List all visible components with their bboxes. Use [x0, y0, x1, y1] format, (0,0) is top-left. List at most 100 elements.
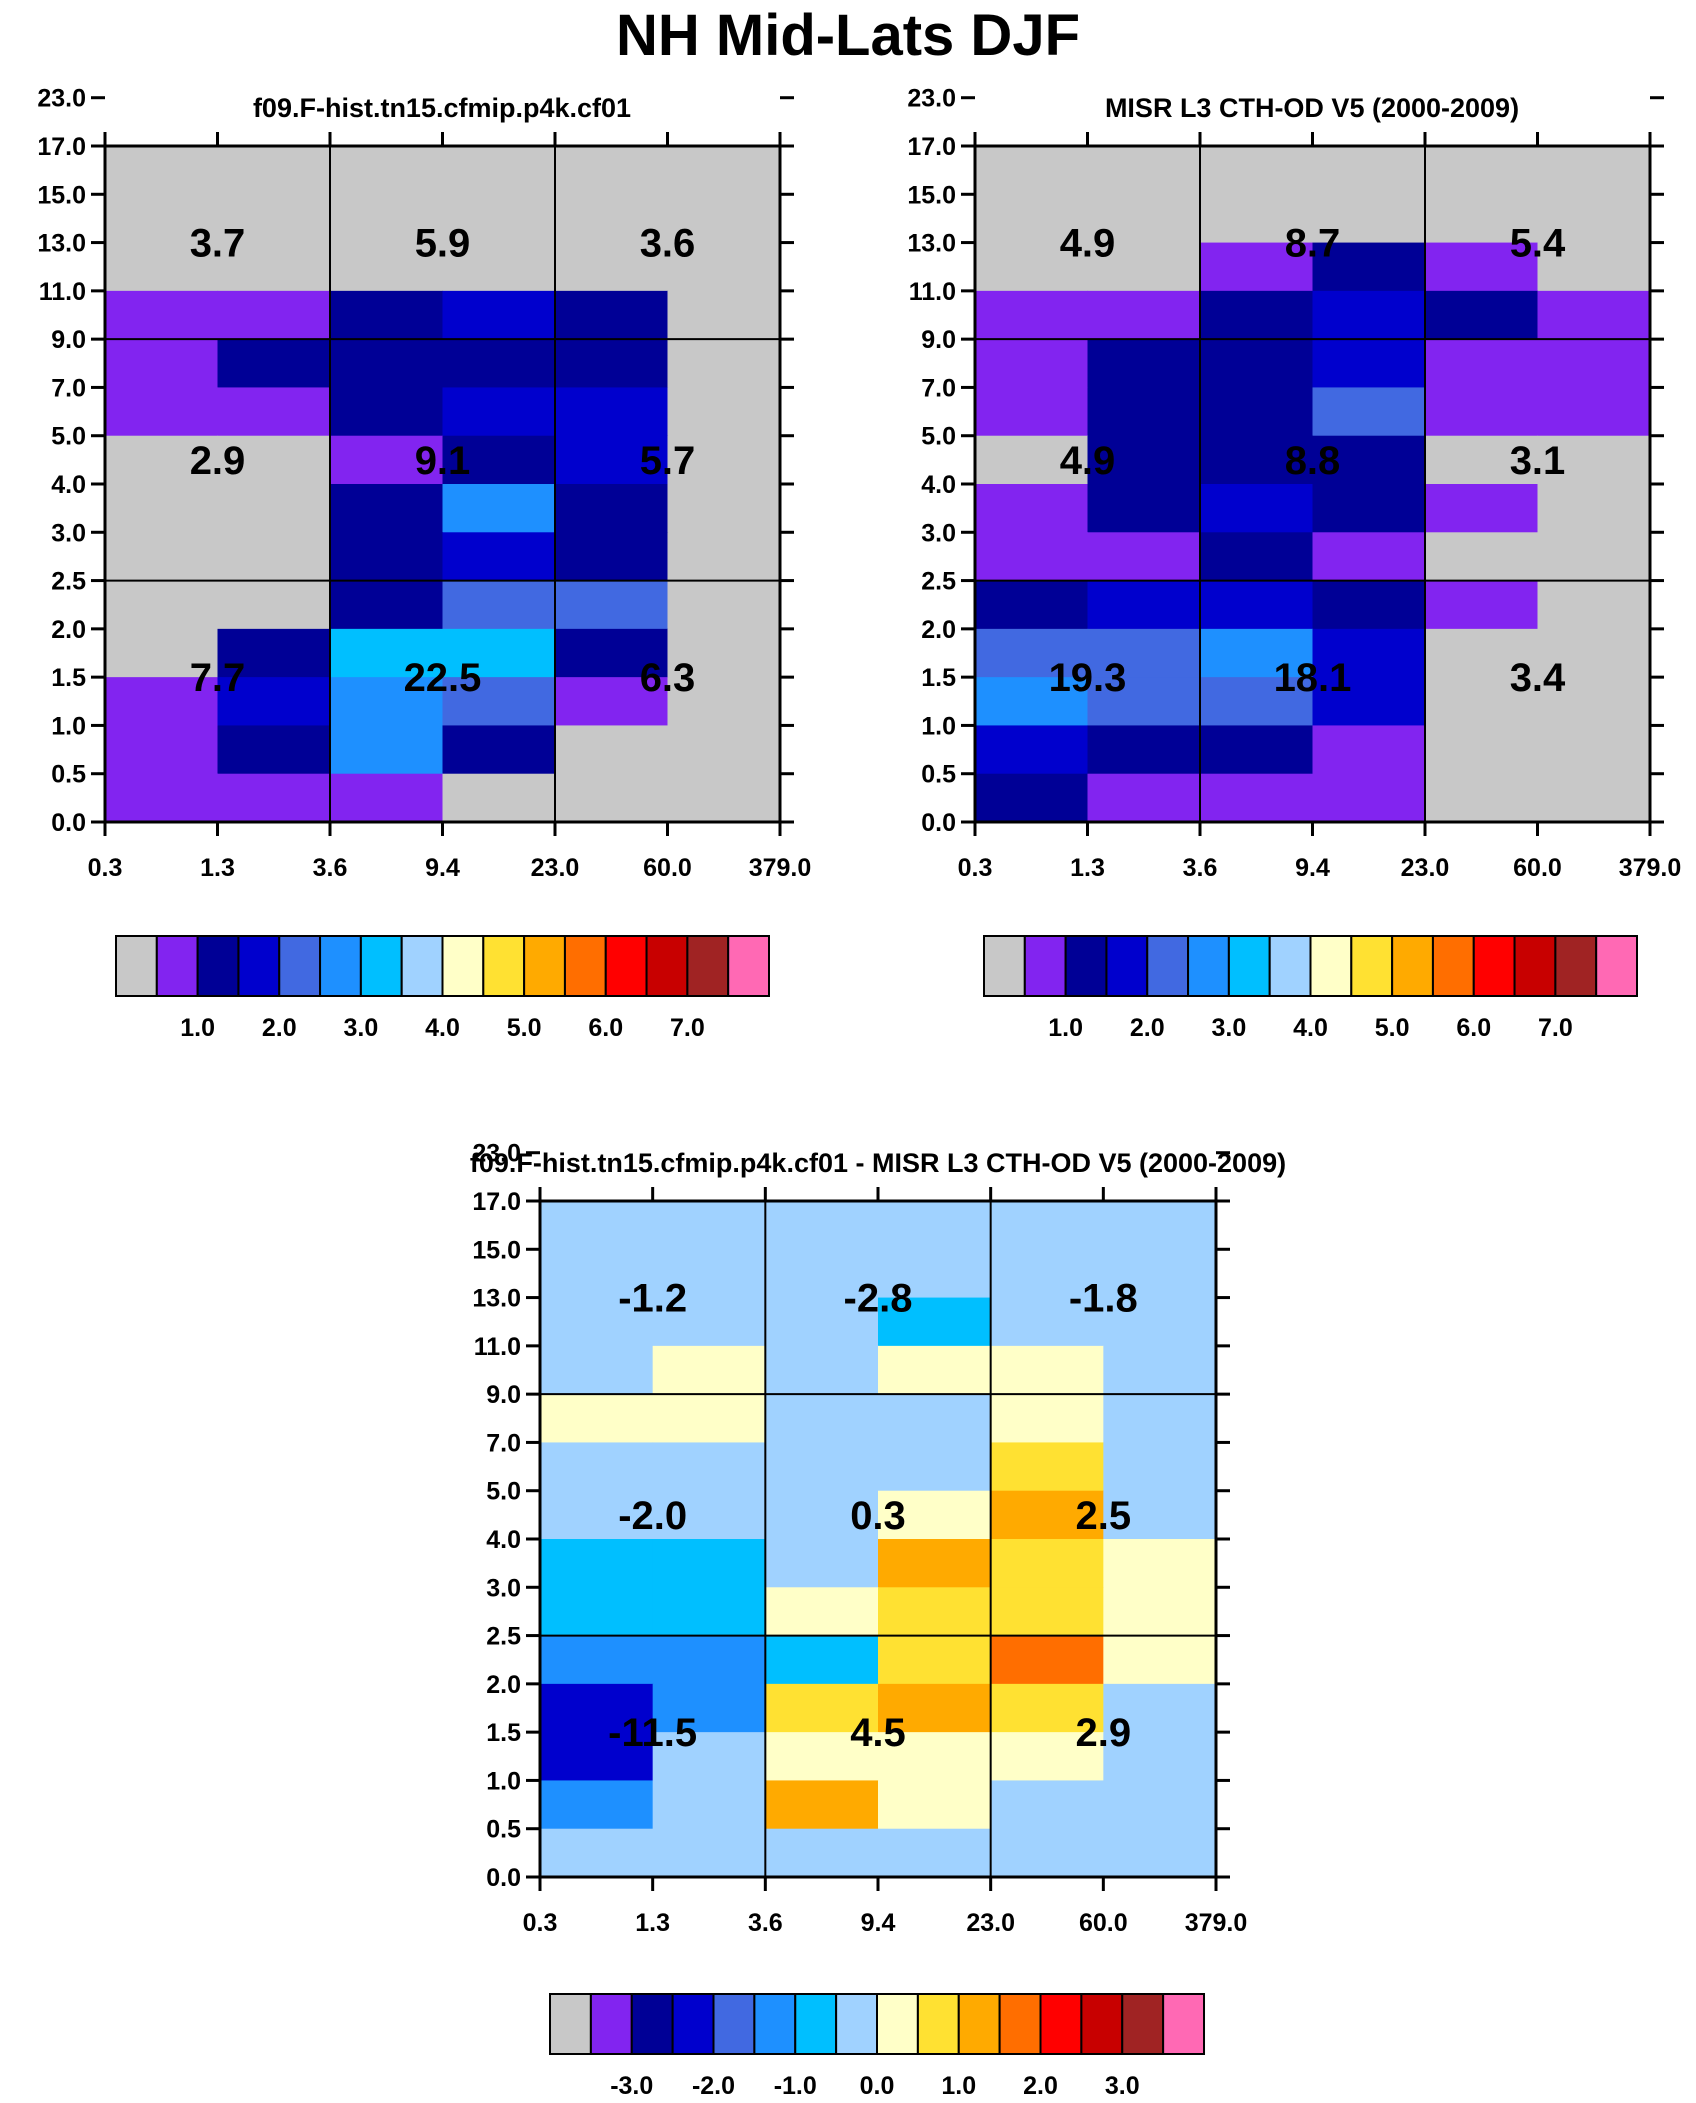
heatmap-cell [1537, 677, 1651, 727]
heatmap-cell [1087, 725, 1201, 775]
heatmap-cell [990, 1394, 1104, 1444]
x-tick-label: 1.3 [200, 854, 235, 882]
colorbar-swatch [589, 1993, 633, 2055]
heatmap-cell [878, 1635, 992, 1685]
y-tick-label: 3.0 [51, 519, 86, 547]
heatmap-cell [652, 1490, 766, 1540]
heatmap-cell [442, 725, 556, 775]
heatmap-cell [1425, 194, 1539, 244]
y-tick-label: 4.0 [921, 471, 956, 499]
y-tick-label: 15.0 [907, 181, 956, 209]
heatmap-cell [1200, 387, 1314, 437]
heatmap-cell [540, 1490, 654, 1540]
heatmap-cell [878, 1780, 992, 1830]
heatmap-cell [878, 1297, 992, 1347]
heatmap-cell [1103, 1297, 1217, 1347]
colorbar-label: 2.0 [1023, 2072, 1058, 2100]
heatmap-cell [1087, 773, 1201, 823]
heatmap-cell [217, 628, 331, 678]
heatmap-cell [878, 1539, 992, 1588]
heatmap-cell [105, 435, 219, 485]
heatmap-cell [1425, 387, 1539, 437]
heatmap-cell [1200, 677, 1314, 727]
colorbar-label: 7.0 [1538, 1014, 1573, 1042]
x-tick-label: 60.0 [1079, 1909, 1128, 1937]
heatmap-cell [442, 484, 556, 533]
heatmap-cell [330, 290, 444, 340]
heatmap-cell [1200, 146, 1314, 195]
heatmap-cell [1087, 532, 1201, 582]
x-tick-label: 0.3 [88, 854, 123, 882]
y-tick-label: 11.0 [474, 1333, 521, 1361]
heatmap-cell [217, 194, 331, 244]
main-title: NH Mid-Lats DJF [616, 3, 1080, 68]
colorbar-label: 1.0 [941, 2072, 976, 2100]
heatmap-cell [105, 773, 219, 823]
heatmap-cell [652, 1345, 766, 1395]
heatmap-cell [1425, 773, 1539, 823]
heatmap-cell [442, 773, 556, 823]
y-tick-label: 11.0 [39, 278, 86, 306]
colorbar-swatch [278, 935, 322, 997]
heatmap-cell [555, 435, 669, 485]
heatmap-cell [540, 1780, 654, 1830]
heatmap-cell [1103, 1345, 1217, 1395]
heatmap-cell [1312, 532, 1426, 582]
heatmap-cell [555, 146, 669, 195]
heatmap-cell [652, 1539, 766, 1588]
heatmap-cell [1425, 435, 1539, 485]
y-tick-label: 1.0 [486, 1767, 521, 1795]
data-label: 4.5 [850, 1711, 906, 1755]
y-tick-label: 0.5 [51, 761, 86, 789]
colorbar-swatch [630, 1993, 674, 2055]
heatmap-cell [1103, 1635, 1217, 1685]
heatmap-cell [975, 146, 1089, 195]
heatmap-cell [1087, 339, 1201, 389]
heatmap-cell [1312, 580, 1426, 630]
colorbar-swatch [1350, 935, 1394, 997]
y-tick-label: 17.0 [37, 133, 86, 161]
data-label: 2.5 [1076, 1494, 1132, 1538]
heatmap-cell [652, 1635, 766, 1685]
heatmap-cell [540, 1539, 654, 1588]
panel-title: f09.F-hist.tn15.cfmip.p4k.cf01 [253, 93, 631, 123]
heatmap-cell [105, 290, 219, 340]
colorbar-swatch [1513, 935, 1557, 997]
colorbar-swatch [400, 935, 444, 997]
heatmap-cell [667, 435, 781, 485]
heatmap-cell [1103, 1249, 1217, 1299]
heatmap-cell [667, 387, 781, 437]
heatmap-cell [990, 1635, 1104, 1685]
x-tick-label: 23.0 [1401, 854, 1450, 882]
y-tick-label: 13.0 [907, 230, 956, 258]
heatmap-cell [975, 532, 1089, 582]
heatmap-cell [540, 1345, 654, 1395]
heatmap-cell [975, 339, 1089, 389]
heatmap-cell [555, 773, 669, 823]
heatmap-cell [990, 1828, 1104, 1878]
heatmap-cell [105, 725, 219, 775]
colorbar-swatch [1431, 935, 1475, 997]
heatmap-cell [1103, 1780, 1217, 1830]
y-tick-label: 2.0 [51, 616, 86, 644]
x-tick-label: 23.0 [531, 854, 580, 882]
x-tick-label: 379.0 [749, 854, 812, 882]
y-tick-label: 2.5 [921, 568, 956, 596]
heatmap-cell [878, 1249, 992, 1299]
y-tick-label: 2.5 [486, 1623, 521, 1651]
colorbar-swatch [1309, 935, 1353, 997]
heatmap-cell [555, 484, 669, 533]
data-label: 3.4 [1510, 656, 1566, 700]
heatmap-cell [990, 1490, 1104, 1540]
heatmap-cell [878, 1394, 992, 1444]
heatmap-cell [1537, 532, 1651, 582]
y-tick-label: 1.5 [51, 664, 86, 692]
y-tick-label: 0.0 [51, 809, 86, 837]
heatmap-cell [1200, 290, 1314, 340]
heatmap-cell [765, 1828, 879, 1878]
colorbar-swatch [1187, 935, 1230, 997]
colorbar-swatch [523, 935, 566, 997]
heatmap-cell [1087, 580, 1201, 630]
heatmap-cell [652, 1249, 766, 1299]
heatmap-cell [765, 1297, 879, 1347]
